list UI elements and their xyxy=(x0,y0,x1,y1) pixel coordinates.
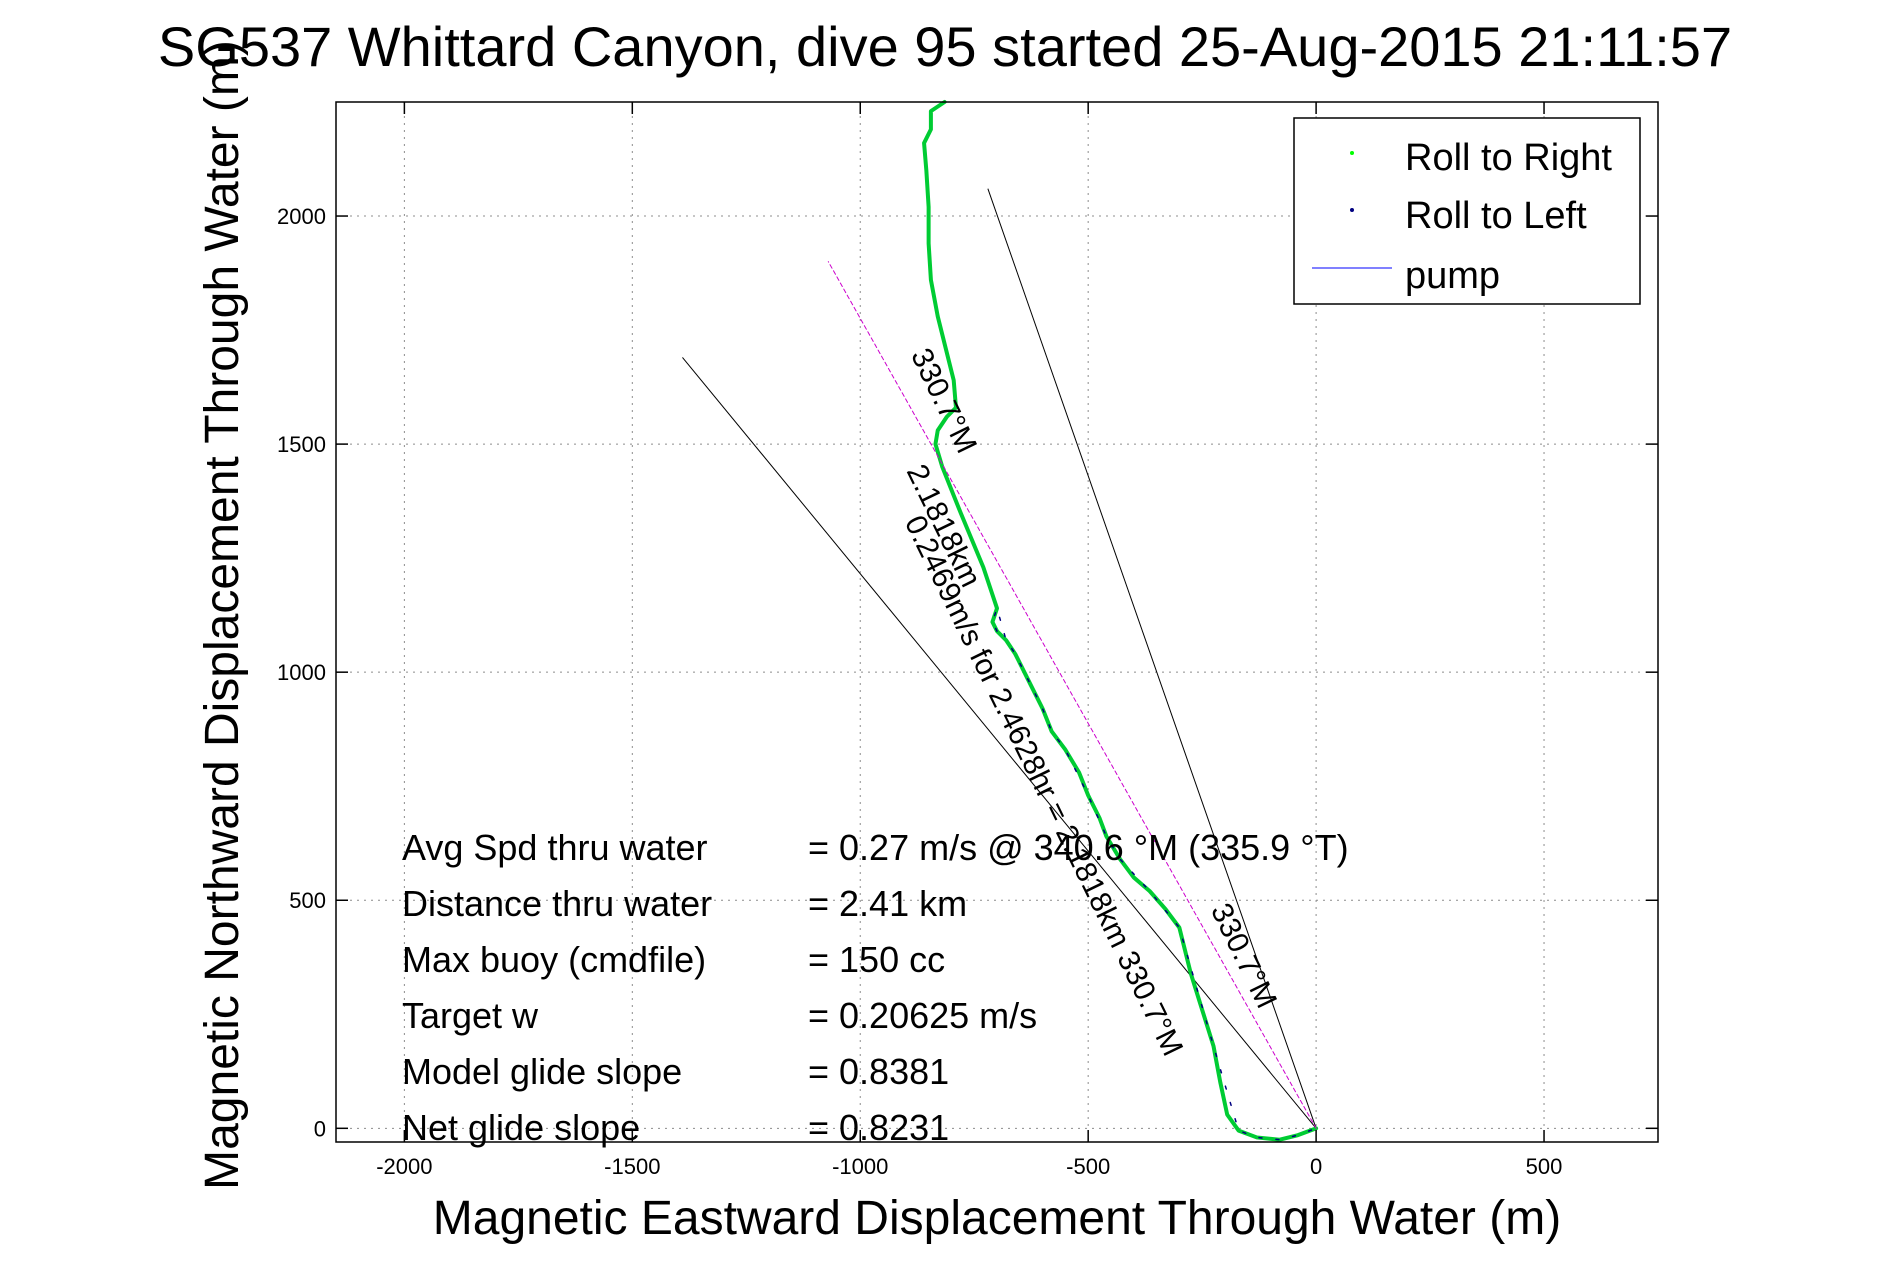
legend-label-pump: pump xyxy=(1405,255,1500,297)
stats-block: Avg Spd thru water = 0.27 m/s @ 340.6 °M… xyxy=(402,827,1349,1148)
y-tick-label: 1500 xyxy=(277,432,326,457)
stat-value-avg-speed: = 0.27 m/s @ 340.6 °M (335.9 °T) xyxy=(808,827,1349,868)
legend-label-roll-left: Roll to Left xyxy=(1405,195,1587,237)
series-line-roll-to-right xyxy=(922,100,1319,1142)
stat-label-distance: Distance thru water xyxy=(402,883,712,924)
x-tick-label: -1500 xyxy=(604,1154,660,1179)
reference-lines xyxy=(682,188,1317,1129)
stat-value-model-glide: = 0.8381 xyxy=(808,1051,949,1092)
stat-value-max-buoy: = 150 cc xyxy=(808,939,945,980)
stat-label-net-glide: Net glide slope xyxy=(402,1107,640,1148)
legend-marker-roll-left xyxy=(1350,208,1354,212)
series-line-roll-to-left xyxy=(991,607,1317,1141)
x-tick-label: -1000 xyxy=(832,1154,888,1179)
stat-value-net-glide: = 0.8231 xyxy=(808,1107,949,1148)
stat-label-avg-speed: Avg Spd thru water xyxy=(402,827,708,868)
x-tick-label: 0 xyxy=(1310,1154,1322,1179)
stat-label-model-glide: Model glide slope xyxy=(402,1051,682,1092)
stat-label-target-w: Target w xyxy=(402,995,539,1036)
y-tick-label: 2000 xyxy=(277,204,326,229)
chart-title: SG537 Whittard Canyon, dive 95 started 2… xyxy=(158,15,1732,78)
stat-label-max-buoy: Max buoy (cmdfile) xyxy=(402,939,706,980)
reference-line xyxy=(987,188,1317,1129)
tick-layer: -2000 -1500 -1000 -500 0 500 0 500 1000 1500 2000 xyxy=(277,102,1658,1179)
x-tick-label: 500 xyxy=(1526,1154,1563,1179)
stat-value-target-w: = 0.20625 m/s xyxy=(808,995,1037,1036)
series-layer xyxy=(827,100,1319,1142)
y-axis-title: Magnetic Northward Displacement Through … xyxy=(196,40,249,1190)
reference-line xyxy=(682,357,1317,1129)
y-tick-label: 1000 xyxy=(277,660,326,685)
x-tick-label: -2000 xyxy=(376,1154,432,1179)
stat-value-distance: = 2.41 km xyxy=(808,883,967,924)
x-tick-label: -500 xyxy=(1066,1154,1110,1179)
legend-marker-roll-right xyxy=(1350,151,1354,155)
series-line-pump xyxy=(827,261,1317,1129)
y-tick-label: 0 xyxy=(314,1116,326,1141)
legend-label-roll-right: Roll to Right xyxy=(1405,137,1612,179)
y-tick-label: 500 xyxy=(289,888,326,913)
legend: Roll to Right Roll to Left pump xyxy=(1293,117,1641,305)
plot-frame xyxy=(335,101,1659,1143)
grid-lines xyxy=(336,102,1658,1142)
x-axis-title: Magnetic Eastward Displacement Through W… xyxy=(433,1192,1561,1245)
